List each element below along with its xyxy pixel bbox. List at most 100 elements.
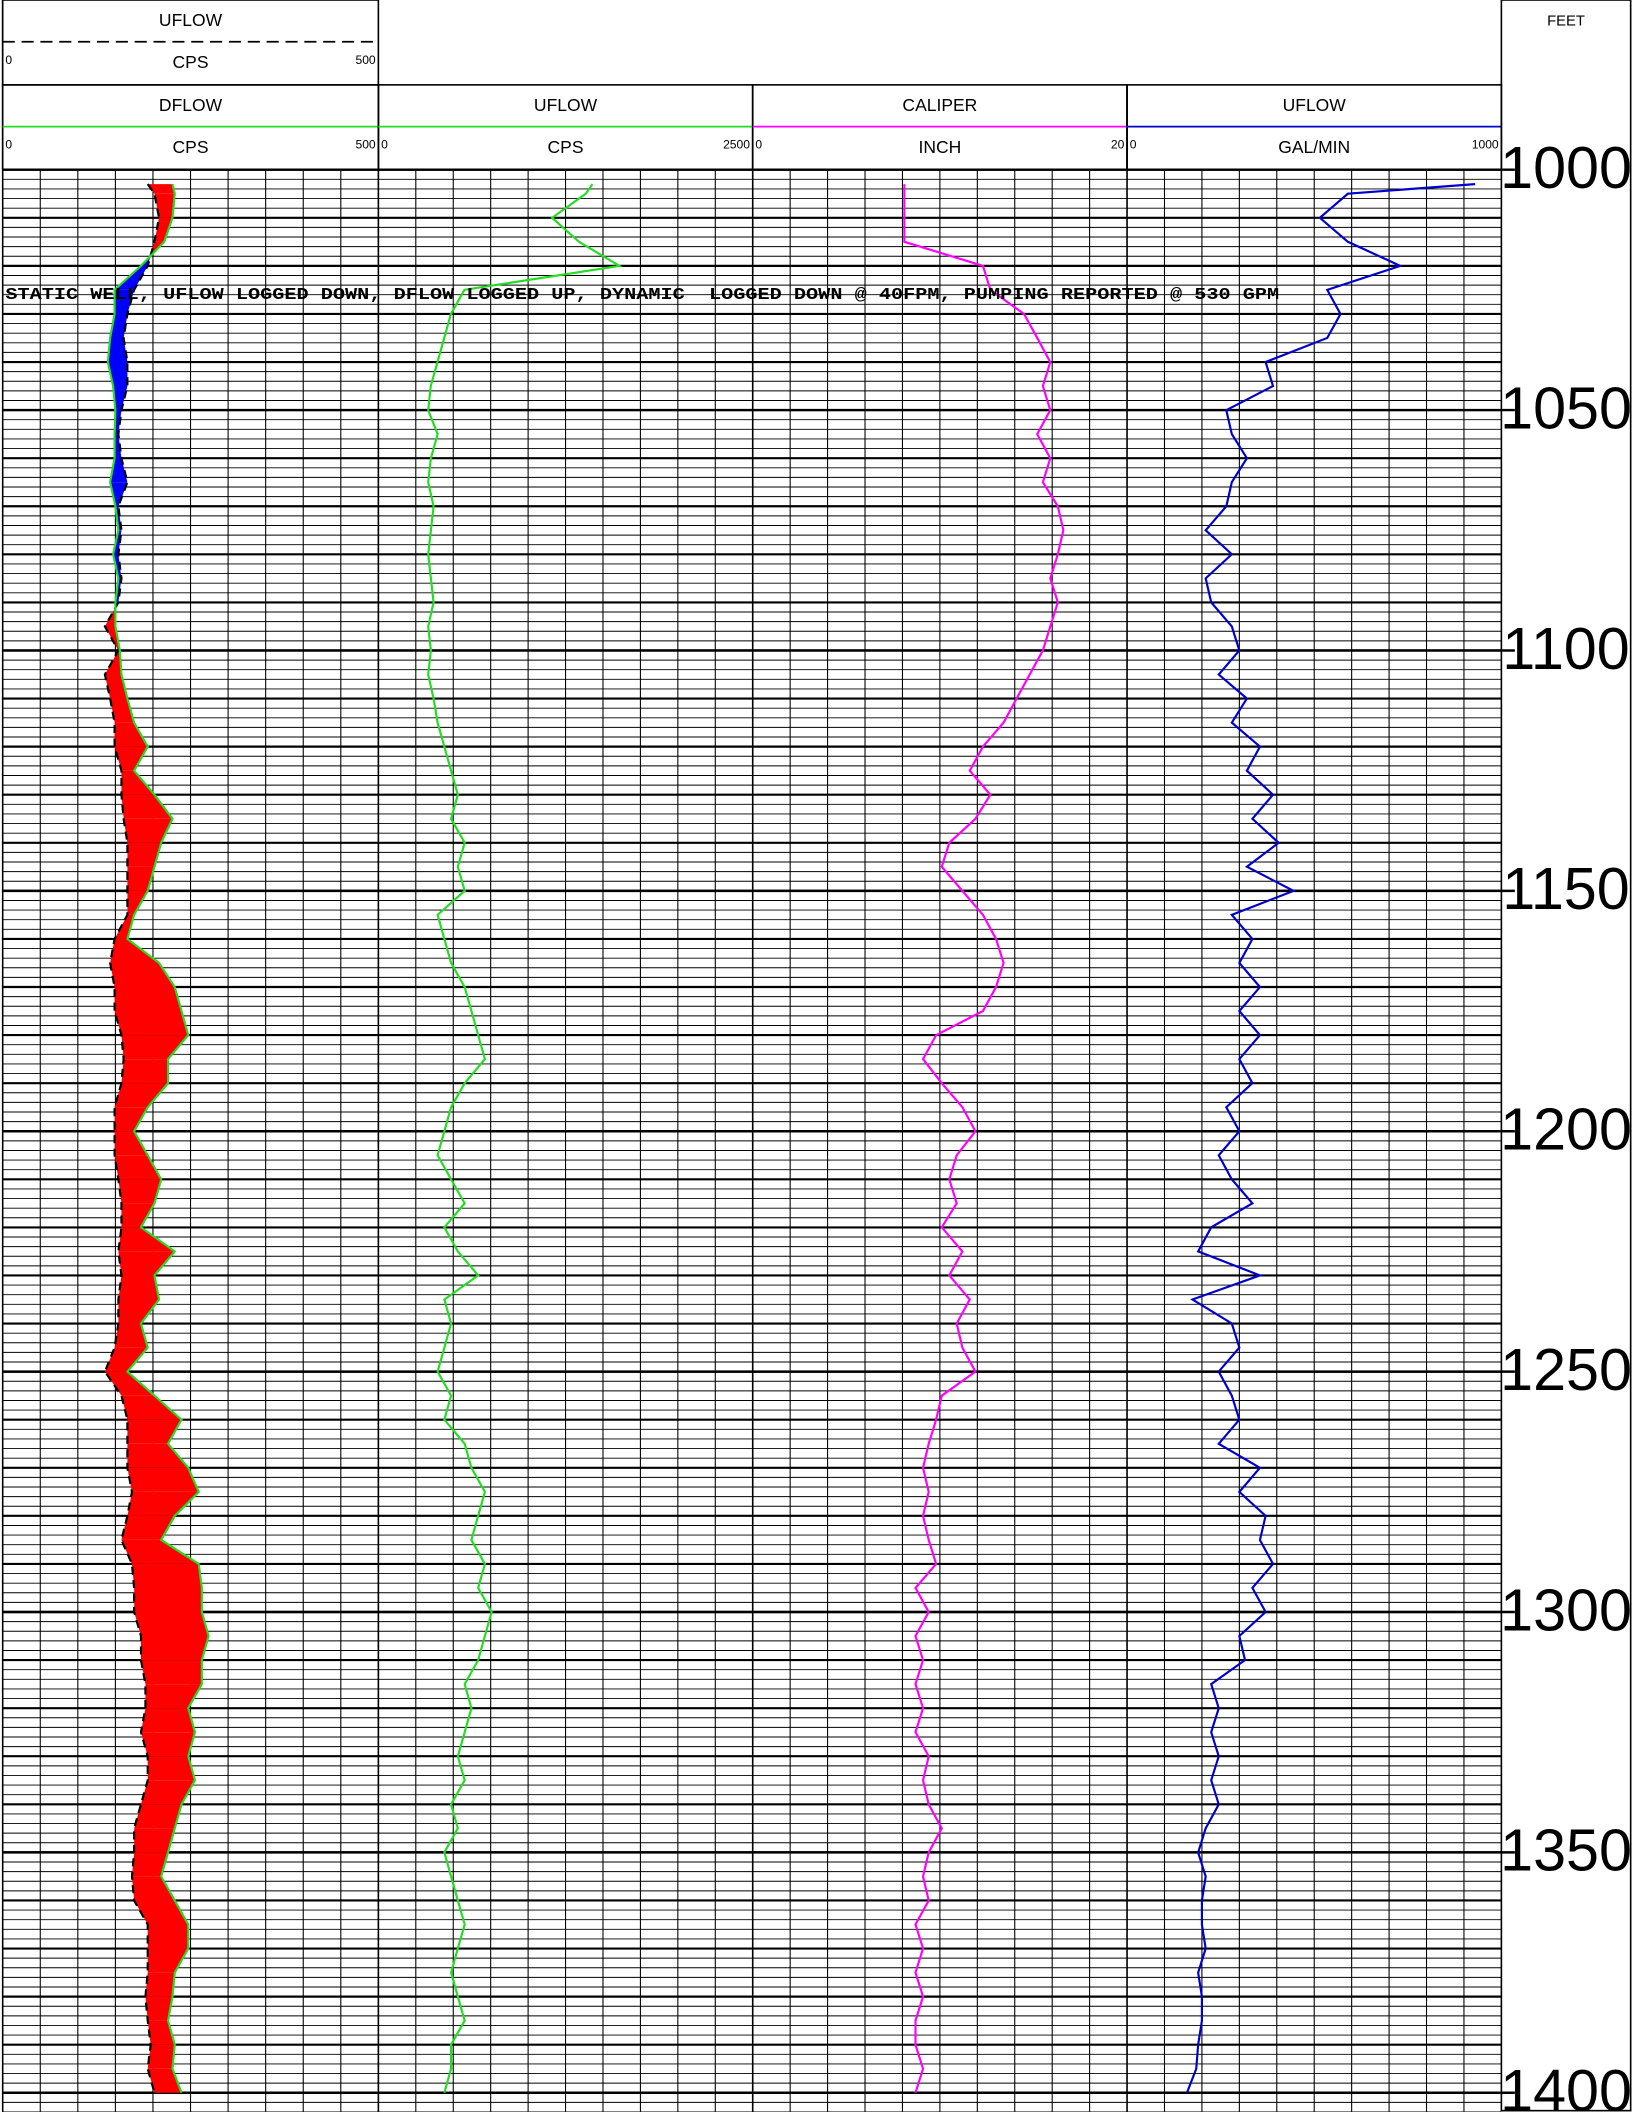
flow-fill xyxy=(147,184,175,194)
curve-unit: CPS xyxy=(173,137,209,157)
flow-fill xyxy=(131,1852,168,1877)
flow-fill xyxy=(145,1972,175,1997)
curve-unit: GAL/MIN xyxy=(1278,137,1350,157)
flow-fill xyxy=(127,866,155,891)
scale-min: 0 xyxy=(1130,138,1137,152)
flow-fill xyxy=(147,2020,175,2045)
flow-fill xyxy=(145,1996,173,2021)
flow-fill xyxy=(121,1395,182,1420)
flow-fill xyxy=(134,1612,209,1637)
flow-fill xyxy=(114,746,148,771)
flow-fill xyxy=(147,2044,175,2069)
depth-label: 1250 xyxy=(1500,1336,1632,1403)
flow-fill xyxy=(114,289,135,314)
flow-fill xyxy=(134,1900,189,1925)
flow-fill xyxy=(154,193,175,218)
scale-max: 500 xyxy=(355,53,375,67)
log-curve xyxy=(427,183,623,2094)
flow-fill xyxy=(118,1179,162,1204)
scale-min: 0 xyxy=(5,53,12,67)
flow-fill xyxy=(110,938,159,963)
flow-fill xyxy=(104,1347,148,1372)
scale-max: 20 xyxy=(1111,138,1125,152)
depth-label: 1400 xyxy=(1500,2057,1632,2112)
flow-fill xyxy=(145,1684,202,1709)
scale-min: 0 xyxy=(755,138,762,152)
log-curve xyxy=(106,183,210,2094)
flow-fill xyxy=(127,1467,199,1492)
flow-fill xyxy=(127,1491,199,1516)
depth-label: 1200 xyxy=(1500,1096,1632,1163)
curve-name: UFLOW xyxy=(159,10,223,30)
flow-fill xyxy=(107,337,128,363)
log-curve xyxy=(903,184,1065,2094)
fills xyxy=(104,184,209,2093)
curve-name: UFLOW xyxy=(534,95,598,115)
flow-fill xyxy=(114,434,122,459)
flow-fill xyxy=(121,1059,168,1084)
flow-fill xyxy=(121,1203,155,1228)
flow-fill xyxy=(114,265,148,290)
flow-fill xyxy=(114,1107,148,1132)
flow-fill xyxy=(154,217,173,242)
scale-max: 500 xyxy=(355,138,375,152)
depth-label: 1300 xyxy=(1500,1576,1632,1643)
flow-fill xyxy=(127,1419,182,1444)
flow-fill xyxy=(110,962,175,988)
curve-unit: CPS xyxy=(548,137,584,157)
depth-unit: FEET xyxy=(1547,13,1585,29)
flow-fill xyxy=(123,818,173,843)
flow-fill xyxy=(114,914,135,939)
flow-fill xyxy=(121,1539,199,1564)
log-curve xyxy=(103,183,161,2094)
curve-name: UFLOW xyxy=(1283,95,1347,115)
flow-fill xyxy=(140,1708,196,1733)
flow-fill xyxy=(147,1756,196,1781)
curve-unit: INCH xyxy=(918,137,961,157)
flow-fill xyxy=(134,1804,182,1829)
flow-fill xyxy=(118,1227,175,1252)
annotation: STATIC WELL, UFLOW LOGGED DOWN, DFLOW LO… xyxy=(5,286,1279,304)
grid xyxy=(1,0,1515,2112)
curve-name: DFLOW xyxy=(159,95,223,115)
flow-fill xyxy=(114,1083,168,1108)
depth-column xyxy=(1500,0,1632,2112)
flow-fill xyxy=(147,1924,189,1949)
flow-fill xyxy=(140,1636,209,1661)
flow-fill xyxy=(121,794,173,819)
curve-name: CALIPER xyxy=(902,95,977,115)
flow-fill xyxy=(121,1515,175,1540)
flow-fill xyxy=(104,674,128,699)
flow-fill xyxy=(114,722,148,747)
log-curve xyxy=(1185,183,1476,2094)
flow-fill xyxy=(131,1563,202,1588)
flow-fill xyxy=(114,1155,162,1180)
flow-fill xyxy=(104,607,116,627)
flow-fill xyxy=(114,1011,189,1036)
flow-fill xyxy=(140,1780,196,1805)
flow-fill xyxy=(104,650,122,675)
depth-label: 1350 xyxy=(1500,1817,1632,1884)
flow-fill xyxy=(134,1587,202,1613)
depth-label: 1100 xyxy=(1502,615,1629,682)
scale-min: 0 xyxy=(381,138,388,152)
flow-fill xyxy=(118,1275,159,1300)
flow-fill xyxy=(134,1828,175,1853)
scale-max: 1000 xyxy=(1472,138,1499,152)
flow-fill xyxy=(140,1660,202,1685)
flow-fill xyxy=(113,386,128,411)
scale-max: 2500 xyxy=(723,138,750,152)
depth-label: 1050 xyxy=(1500,374,1632,441)
flow-fill xyxy=(104,1371,155,1396)
depth-label: 1150 xyxy=(1502,855,1629,922)
flow-fill xyxy=(121,770,155,795)
flow-fill xyxy=(147,2068,182,2093)
flow-fill xyxy=(121,1035,189,1060)
header: UFLOW CPS 0 500 DFLOW CPS 0 500 UFLOW CPS 0 2500 CAL… xyxy=(1,0,1503,171)
flow-fill xyxy=(127,890,148,915)
flow-fill xyxy=(118,1299,159,1324)
flow-fill xyxy=(114,987,182,1012)
flow-fill xyxy=(114,410,122,435)
